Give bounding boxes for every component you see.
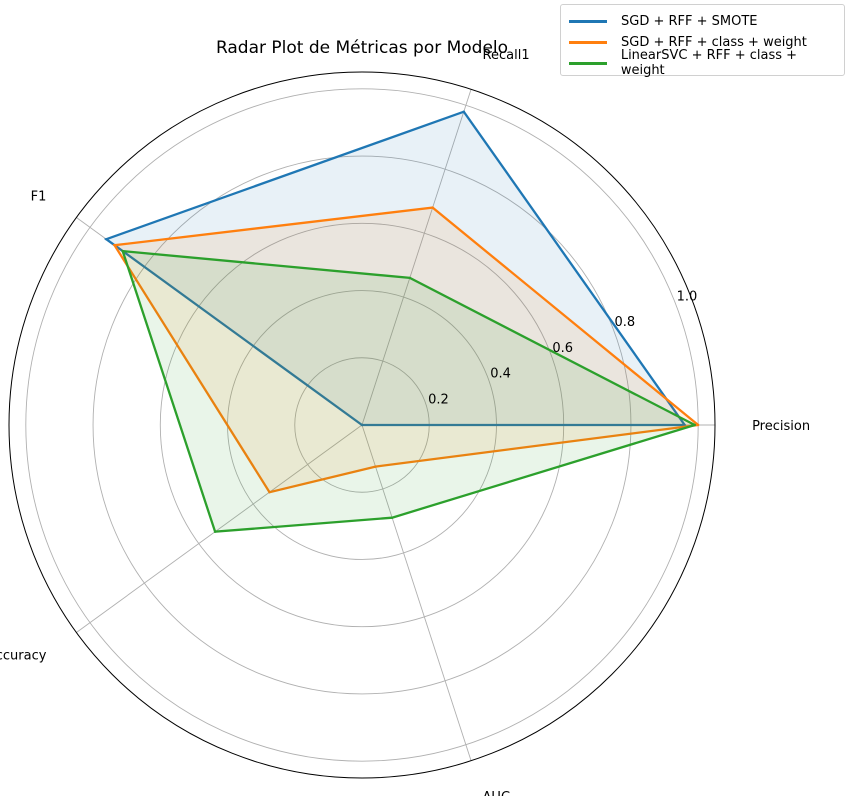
axis-label-recall1: Recall1 <box>483 48 530 63</box>
chart-title: Radar Plot de Métricas por Modelo <box>215 38 509 58</box>
series-0-point-4 <box>360 423 364 427</box>
series-2-point-2 <box>121 249 124 253</box>
label-layer: Precision Recall1 F1 Accuracy AUC 0.2 0.4 0.6 0.… <box>0 48 810 796</box>
series-line-2 <box>121 249 696 533</box>
radial-tick-label-2: 0.6 <box>552 341 573 356</box>
series-layer <box>103 110 700 533</box>
series-fill-1 <box>114 207 699 493</box>
grid-spoke-3 <box>76 424 363 633</box>
series-2-point-1 <box>408 276 411 280</box>
legend-label-sgd-class-weight: SGD + RFF + class + weight <box>621 34 807 50</box>
series-1-point-1 <box>431 206 434 209</box>
radial-tick-label-1: 0.4 <box>490 367 511 382</box>
legend-label-linearsvc: LinearSVC + RFF + class + weight <box>620 48 798 78</box>
axis-label-accuracy: Accuracy <box>0 648 47 663</box>
radial-tick-label-0: 0.2 <box>428 392 449 407</box>
radial-tick-label-4: 1.0 <box>677 289 698 304</box>
series-1-point-3 <box>268 490 271 494</box>
legend-item-sgd-class-weight: SGD + RFF + class + weight <box>569 32 807 52</box>
polar-frame <box>8 71 716 779</box>
series-0-point-2 <box>105 238 108 241</box>
axis-label-f1: F1 <box>31 190 47 205</box>
series-1-point-4 <box>374 465 377 468</box>
radial-tick-label-3: 0.8 <box>614 315 635 330</box>
legend-item-linearsvc: LinearSVC + RFF + class + weight <box>569 48 844 78</box>
series-2-point-4 <box>390 516 394 519</box>
series-0-point-1 <box>462 110 466 113</box>
series-fill-2 <box>122 251 695 532</box>
grid-spoke-4 <box>361 424 472 761</box>
legend-label-smote: SGD + RFF + SMOTE <box>621 13 758 29</box>
legend-swatch-sgd-class-weight <box>569 40 607 44</box>
axis-label-auc: AUC <box>483 790 511 796</box>
legend-swatch-smote <box>569 19 607 23</box>
series-2-point-0 <box>693 423 697 427</box>
grid-spoke-1 <box>361 89 472 426</box>
series-2-point-3 <box>213 530 217 533</box>
series-1-point-2 <box>113 243 116 247</box>
series-fill-0 <box>106 111 685 425</box>
series-1-point-0 <box>696 423 700 427</box>
legend-item-smote: SGD + RFF + SMOTE <box>569 11 758 31</box>
series-line-1 <box>112 206 699 494</box>
legend-swatch-linearsvc <box>569 61 607 65</box>
axis-label-precision: Precision <box>752 419 810 434</box>
legend: SGD + RFF + SMOTE SGD + RFF + class + we… <box>560 4 845 78</box>
